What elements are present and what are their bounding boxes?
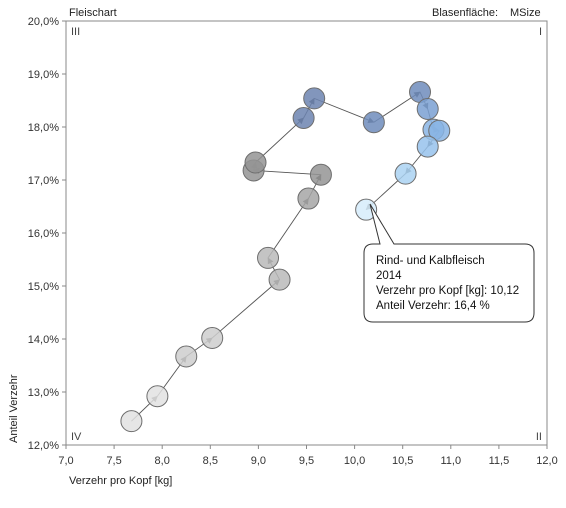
quadrant-label-top-right: I: [539, 26, 542, 38]
bubble-point[interactable]: [428, 119, 451, 142]
x-tick-label: 11,0: [441, 455, 462, 467]
bubble-point[interactable]: [362, 111, 385, 134]
x-tick-label: 9,5: [299, 455, 314, 467]
x-tick-label: 12,0: [536, 455, 557, 467]
y-tick-label: 15,0%: [28, 281, 59, 293]
bubble-point[interactable]: [201, 326, 224, 349]
bubble-point[interactable]: [244, 151, 267, 174]
bubble-point[interactable]: [257, 246, 280, 269]
y-tick-label: 19,0%: [28, 69, 59, 81]
bubble-series: [120, 81, 451, 433]
y-tick-label: 18,0%: [28, 122, 59, 134]
quadrant-label-top-left: III: [71, 26, 80, 38]
bubble-point[interactable]: [268, 268, 291, 291]
bubble-point[interactable]: [309, 163, 332, 186]
x-tick-label: 8,0: [155, 455, 170, 467]
trail-arrow: [267, 198, 309, 259]
bubble-point[interactable]: [303, 87, 326, 110]
tooltip-line: Anteil Verzehr: 16,4 %: [376, 300, 490, 312]
x-tick-label: 9,0: [251, 455, 266, 467]
bubble-point[interactable]: [416, 135, 439, 158]
trail-arrow: [211, 279, 281, 339]
y-tick-label: 20,0%: [28, 16, 59, 28]
tooltip-line: 2014: [376, 270, 402, 282]
y-tick-label: 12,0%: [28, 440, 59, 452]
bubble-point[interactable]: [292, 106, 315, 129]
x-tick-label: 10,5: [392, 455, 413, 467]
bubble-point[interactable]: [355, 198, 378, 221]
y-axis-label: Anteil Verzehr: [8, 374, 20, 443]
quadrant-label-bottom-left: IV: [71, 431, 82, 443]
bubble-point[interactable]: [146, 385, 169, 408]
y-tick-label: 16,0%: [28, 228, 59, 240]
tooltip-box: [363, 203, 535, 323]
bubble-point[interactable]: [297, 187, 320, 210]
plot-frame: [65, 20, 548, 446]
quadrant-label-bottom-right: II: [536, 431, 542, 443]
x-tick-label: 7,0: [58, 455, 73, 467]
bubble-point[interactable]: [175, 345, 198, 368]
x-tick-label: 10,0: [344, 455, 365, 467]
x-tick-label: 11,5: [489, 455, 510, 467]
y-axis: 12,0% 13,0% 14,0% 15,0% 16,0% 17,0% 18,0% 19,0%…: [28, 16, 66, 452]
size-label: Blasenfläche:: [432, 7, 498, 19]
y-tick-label: 17,0%: [28, 175, 59, 187]
x-tick-label: 8,5: [203, 455, 218, 467]
bubble-point[interactable]: [416, 97, 439, 120]
x-tick-label: 7,5: [106, 455, 121, 467]
y-tick-label: 13,0%: [28, 387, 59, 399]
tooltip-line: Rind- und Kalbfleisch: [376, 255, 485, 267]
trail-arrow: [252, 167, 321, 176]
bubble-point[interactable]: [394, 162, 417, 185]
y-tick-label: 14,0%: [28, 334, 59, 346]
bubble-tooltip: Rind- und Kalbfleisch 2014 Verzehr pro K…: [363, 203, 535, 323]
bubble-point[interactable]: [120, 410, 143, 433]
x-axis: 7,0 7,5 8,0 8,5 9,0 9,5 10,0 10,5 11,0 11,5 12,0: [58, 445, 558, 467]
x-axis-label: Verzehr pro Kopf [kg]: [69, 475, 172, 487]
size-value: MSize: [510, 7, 541, 19]
chart-title: Fleischart: [69, 7, 117, 19]
tooltip-line: Verzehr pro Kopf [kg]: 10,12: [376, 285, 519, 297]
